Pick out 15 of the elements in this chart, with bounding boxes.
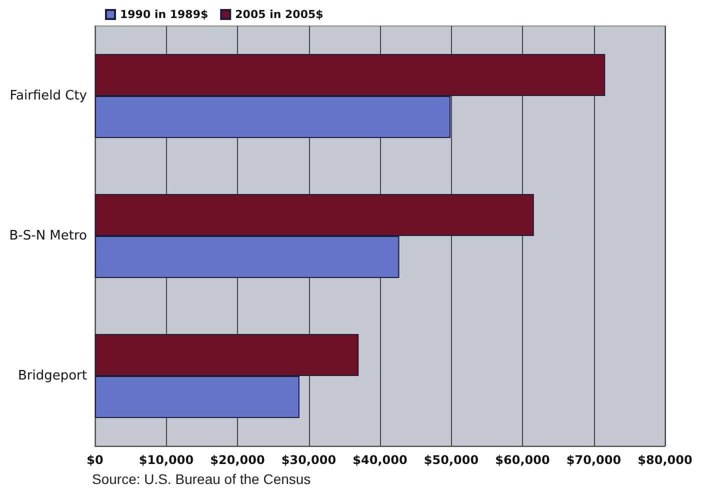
legend-label: 2005 in 2005$ [235,8,324,21]
x-tick-label: $40,000 [352,453,408,467]
x-tick-label: $80,000 [638,453,692,467]
x-tick-label: $30,000 [281,453,336,467]
x-tick-label: $20,000 [210,453,265,467]
x-tick-label: $60,000 [495,453,550,467]
x-tick-label: $70,000 [566,453,622,467]
source-note: Source: U.S. Bureau of the Census [92,471,311,487]
x-tick-label: $10,000 [138,453,194,467]
x-tick-label: $0 [86,453,104,467]
x-tick-label: $50,000 [424,453,479,467]
y-tick-label: B-S-N Metro [9,228,88,244]
legend-label: 1990 in 1989$ [120,8,208,21]
y-tick-label: Fairfield Cty [10,88,88,104]
y-tick-label: Bridgeport [18,368,87,384]
